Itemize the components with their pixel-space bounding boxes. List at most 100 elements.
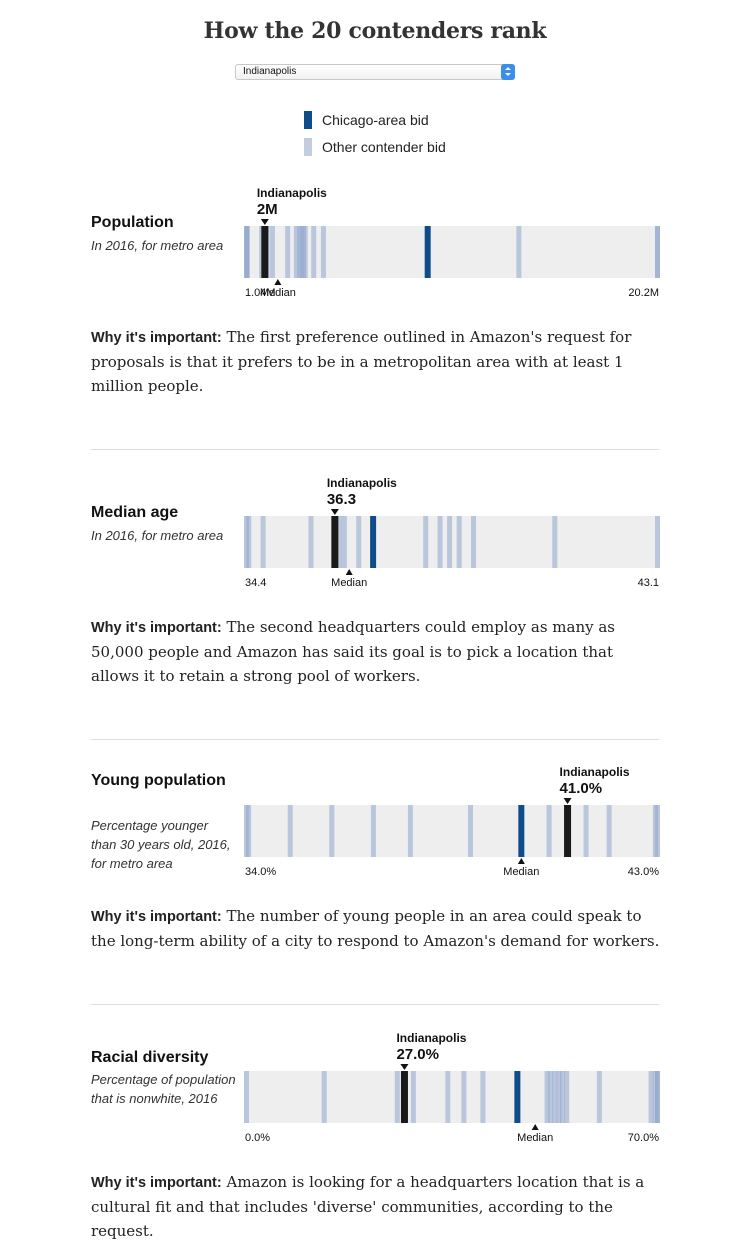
- contender-bar: [246, 805, 252, 857]
- median-label: Median: [260, 287, 296, 299]
- legend-label-other: Other contender bid: [322, 139, 446, 155]
- chicago-bar: [514, 1071, 521, 1123]
- why-text: The number of young people in an area co…: [91, 907, 660, 950]
- axis-max-label: 70.0%: [628, 1132, 659, 1144]
- contender-bar: [564, 1071, 570, 1123]
- selected-marker-icon: [400, 1064, 409, 1070]
- contender-bar: [437, 516, 443, 568]
- contender-bar: [461, 1071, 467, 1123]
- contender-bar: [308, 516, 314, 568]
- chicago-bar: [424, 226, 431, 278]
- contender-bar: [287, 805, 293, 857]
- median-marker-icon: [345, 569, 353, 575]
- axis-min-label: 1.04M: [245, 287, 276, 299]
- contender-bar: [407, 805, 413, 857]
- selected-city-value: 27.0%: [396, 1046, 439, 1063]
- contender-bar: [244, 1071, 249, 1123]
- legend-swatch-chicago: [304, 111, 312, 129]
- section-divider: [91, 1004, 659, 1005]
- contender-bar: [456, 516, 462, 568]
- chicago-bar: [370, 516, 377, 568]
- contender-bar: [244, 226, 250, 278]
- selected-city-value: 2M: [257, 201, 278, 218]
- contender-bar: [471, 516, 477, 568]
- contender-bar: [583, 805, 589, 857]
- selected-city-name: Indianapolis: [560, 765, 630, 779]
- why-text: The first preference outlined in Amazon'…: [91, 328, 632, 395]
- metric-name: Population: [91, 214, 174, 231]
- selected-city-value: 41.0%: [560, 780, 603, 797]
- contender-bar: [655, 516, 660, 568]
- selected-city-value: 36.3: [327, 491, 356, 508]
- contender-bar: [337, 516, 343, 568]
- axis-min-label: 34.4: [245, 577, 266, 589]
- contender-bar: [311, 226, 317, 278]
- contender-bar: [423, 516, 429, 568]
- contender-bar: [302, 226, 308, 278]
- why-label: Why it's important:: [91, 330, 222, 346]
- selected-city-bar: [261, 226, 269, 278]
- why-text: The second headquarters could employ as …: [91, 618, 616, 685]
- why-important: Why it's important: The second headquart…: [91, 615, 661, 688]
- selected-city-name: Indianapolis: [396, 1031, 466, 1045]
- contender-bar: [655, 1071, 660, 1123]
- contender-bar: [447, 516, 453, 568]
- contender-bar: [341, 516, 347, 568]
- strip-track: [244, 1071, 660, 1123]
- metric-name: Young population: [91, 772, 226, 789]
- contender-bar: [560, 1071, 566, 1123]
- chicago-bar: [518, 805, 525, 857]
- legend-swatch-other: [304, 138, 312, 156]
- contender-bar: [320, 226, 326, 278]
- contender-bar: [548, 1071, 554, 1123]
- select-arrows-icon[interactable]: [501, 64, 515, 80]
- city-select-value: Indianapolis: [243, 66, 297, 77]
- contender-bar: [596, 1071, 602, 1123]
- contender-bar: [285, 226, 291, 278]
- contender-bar: [516, 226, 522, 278]
- why-label: Why it's important:: [91, 1175, 222, 1191]
- median-marker-icon: [531, 1124, 539, 1130]
- median-marker-icon: [274, 279, 282, 285]
- selected-city-name: Indianapolis: [327, 476, 397, 490]
- contender-bar: [552, 516, 558, 568]
- contender-bar: [329, 805, 335, 857]
- contender-bar: [293, 226, 299, 278]
- contender-bar: [269, 226, 275, 278]
- contender-bar: [467, 805, 473, 857]
- strip-track: [244, 805, 660, 857]
- contender-bar: [260, 516, 266, 568]
- contender-bar: [480, 1071, 486, 1123]
- selected-city-bar: [331, 516, 339, 568]
- metric-name: Median age: [91, 504, 179, 521]
- median-label: Median: [503, 866, 539, 878]
- contender-bar: [655, 226, 660, 278]
- metric-subtitle: In 2016, for metro area: [91, 528, 224, 543]
- contender-bar: [606, 805, 612, 857]
- selected-marker-icon: [260, 219, 269, 225]
- axis-max-label: 20.2M: [628, 287, 659, 299]
- metric-subtitle: In 2016, for metro area: [91, 238, 224, 253]
- contender-bar: [552, 1071, 558, 1123]
- why-label: Why it's important:: [91, 909, 222, 925]
- axis-max-label: 43.0%: [628, 866, 659, 878]
- metric-subtitle: Percentage of population that is nonwhit…: [91, 1072, 236, 1106]
- contender-bar: [394, 1071, 400, 1123]
- selected-city-bar: [564, 805, 572, 857]
- median-marker-icon: [517, 858, 525, 864]
- why-label: Why it's important:: [91, 620, 222, 636]
- median-label: Median: [331, 577, 367, 589]
- selected-marker-icon: [330, 509, 339, 515]
- section-divider: [91, 449, 659, 450]
- selected-city-bar: [400, 1071, 408, 1123]
- metric-subtitle: Percentage younger than 30 years old, 20…: [91, 818, 231, 871]
- selected-marker-icon: [563, 798, 572, 804]
- contender-bar: [556, 1071, 562, 1123]
- axis-min-label: 0.0%: [245, 1132, 270, 1144]
- contender-bar: [648, 1071, 654, 1123]
- contender-bar: [370, 805, 376, 857]
- city-select[interactable]: Indianapolis: [235, 64, 515, 80]
- axis-min-label: 34.0%: [245, 866, 276, 878]
